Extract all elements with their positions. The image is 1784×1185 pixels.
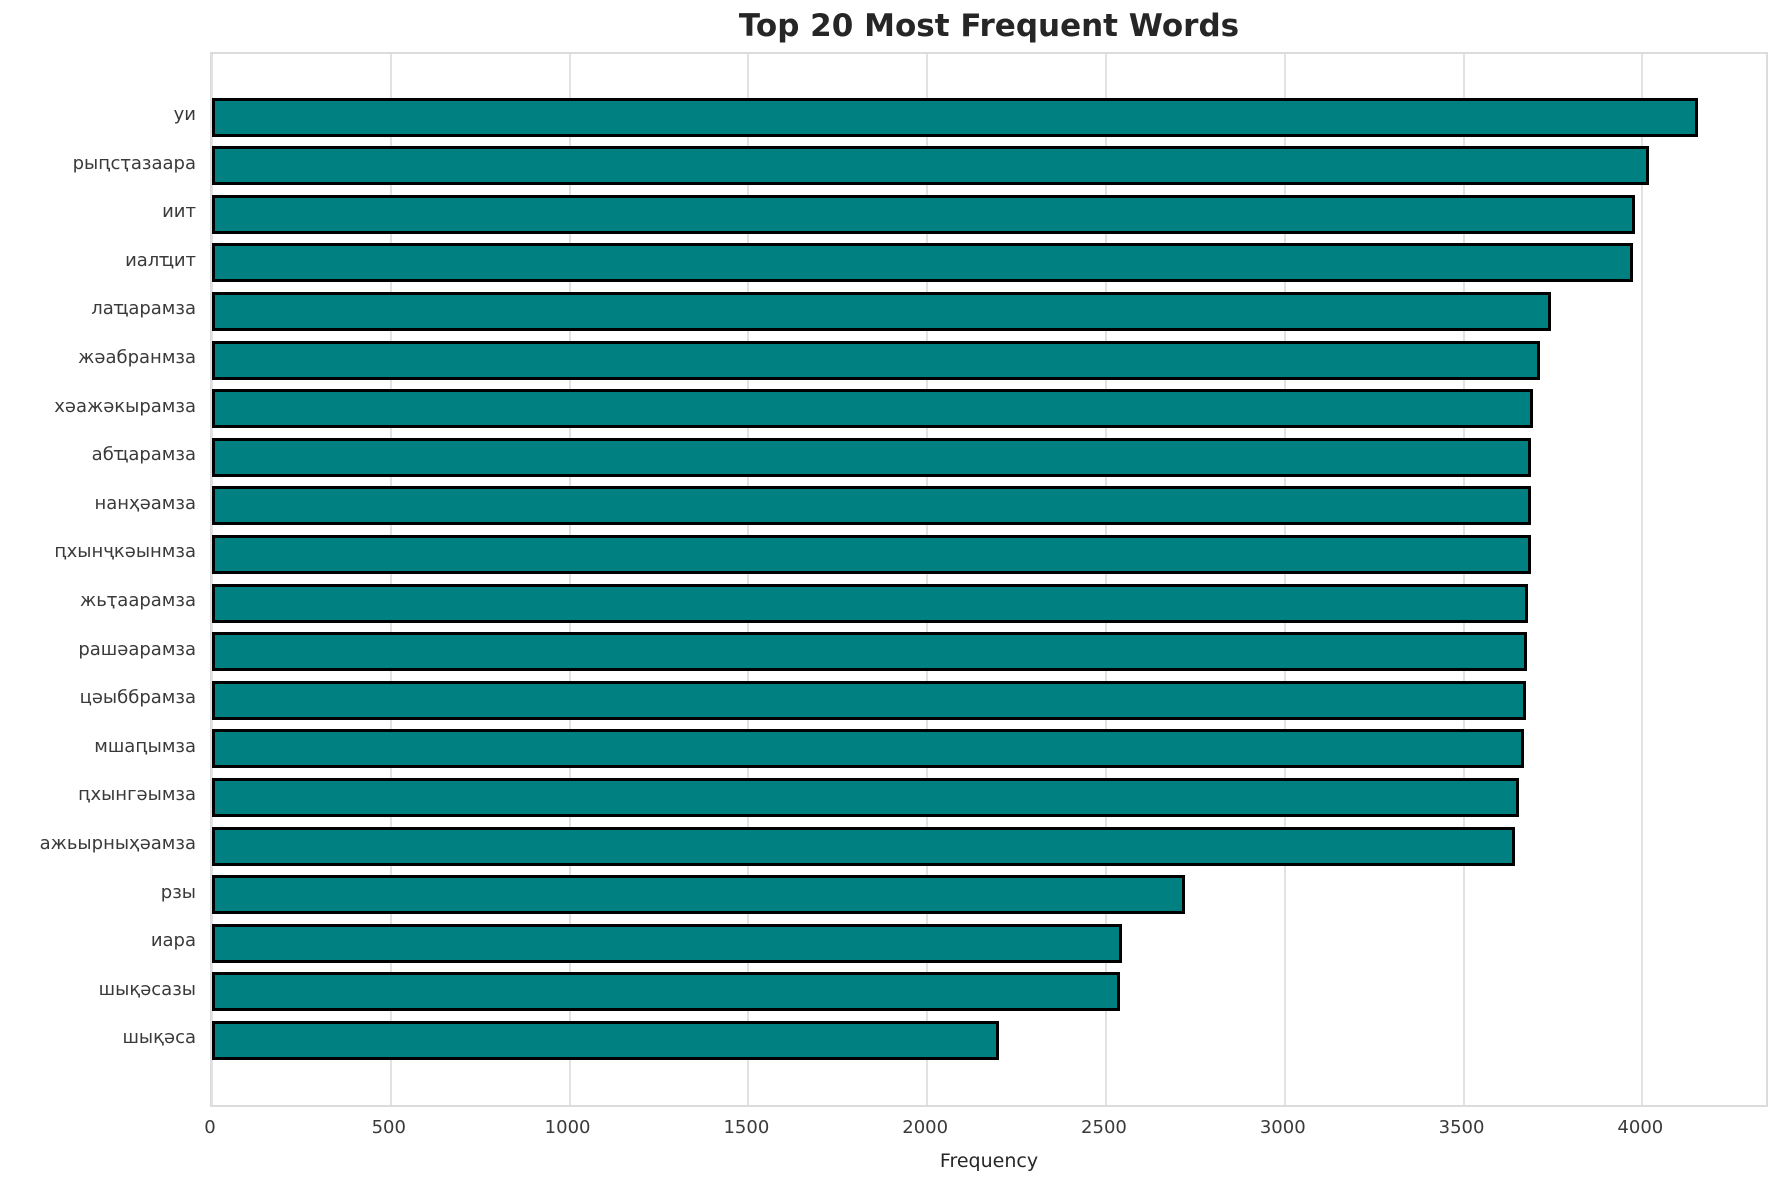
bar — [212, 97, 1698, 137]
y-tick-label: шықәса — [122, 1027, 196, 1049]
y-tick-label: иалҵит — [125, 249, 196, 271]
bar — [212, 583, 1528, 623]
bar — [212, 486, 1532, 526]
y-tick-label: мшаԥымза — [94, 735, 196, 757]
gridline — [747, 54, 750, 1105]
chart-title: Top 20 Most Frequent Words — [738, 8, 1240, 44]
bar — [212, 729, 1525, 769]
gridline — [389, 54, 392, 1105]
x-tick-label: 500 — [371, 1117, 406, 1138]
x-tick-label: 0 — [204, 1117, 216, 1138]
bar — [212, 534, 1531, 574]
bar — [212, 632, 1528, 672]
bar — [212, 437, 1532, 477]
bar — [212, 875, 1185, 915]
y-tick-label: ԥхынҷкәынмза — [54, 541, 196, 563]
y-tick-label: жьҭаарамза — [79, 590, 196, 611]
y-tick-label: цәыббрамза — [79, 687, 196, 709]
gridline — [1462, 54, 1465, 1105]
bar — [212, 1020, 999, 1060]
x-tick-label: 2500 — [1081, 1117, 1127, 1138]
bar — [212, 243, 1634, 283]
gridline — [1641, 54, 1644, 1105]
gridline — [926, 54, 929, 1105]
y-tick-label: рзы — [160, 881, 196, 903]
y-tick-label: жәабранмза — [78, 347, 196, 368]
x-tick-label: 1500 — [723, 1117, 770, 1138]
gridline — [568, 54, 571, 1105]
gridline — [211, 54, 213, 1105]
bar — [212, 291, 1552, 331]
x-axis-label: Frequency — [939, 1150, 1039, 1172]
x-tick-label: 3000 — [1259, 1117, 1306, 1138]
y-tick-label: нанҳәамза — [94, 492, 196, 514]
bar — [212, 777, 1519, 817]
y-tick-label: лаҵарамза — [91, 298, 196, 320]
bar — [212, 680, 1527, 720]
y-tick-label: рыԥсҭазаара — [72, 152, 196, 174]
y-tick-label: шықәсазы — [98, 978, 196, 1000]
bar — [212, 389, 1534, 429]
bar — [212, 146, 1650, 186]
y-tick-label: абҵарамза — [91, 444, 196, 466]
gridline — [1283, 54, 1286, 1105]
bar — [212, 923, 1123, 963]
plot-area — [210, 52, 1768, 1107]
y-tick-label: ԥхынгәымза — [78, 784, 196, 806]
bar — [212, 194, 1636, 234]
bar — [212, 340, 1541, 380]
y-tick-label: уи — [173, 104, 196, 125]
x-tick-label: 1000 — [544, 1117, 591, 1138]
y-tick-label: хәажәкырамза — [54, 395, 196, 417]
x-tick-label: 3500 — [1438, 1117, 1485, 1138]
y-tick-label: иит — [162, 201, 196, 223]
bar — [212, 826, 1516, 866]
y-tick-label: ажьырныҳәамза — [39, 833, 196, 854]
x-tick-label: 4000 — [1617, 1117, 1664, 1138]
y-tick-label: рашәарамза — [78, 638, 196, 660]
y-tick-label: иара — [150, 930, 196, 952]
x-tick-label: 2000 — [902, 1117, 949, 1138]
bar — [212, 972, 1121, 1012]
gridline — [1104, 54, 1107, 1105]
